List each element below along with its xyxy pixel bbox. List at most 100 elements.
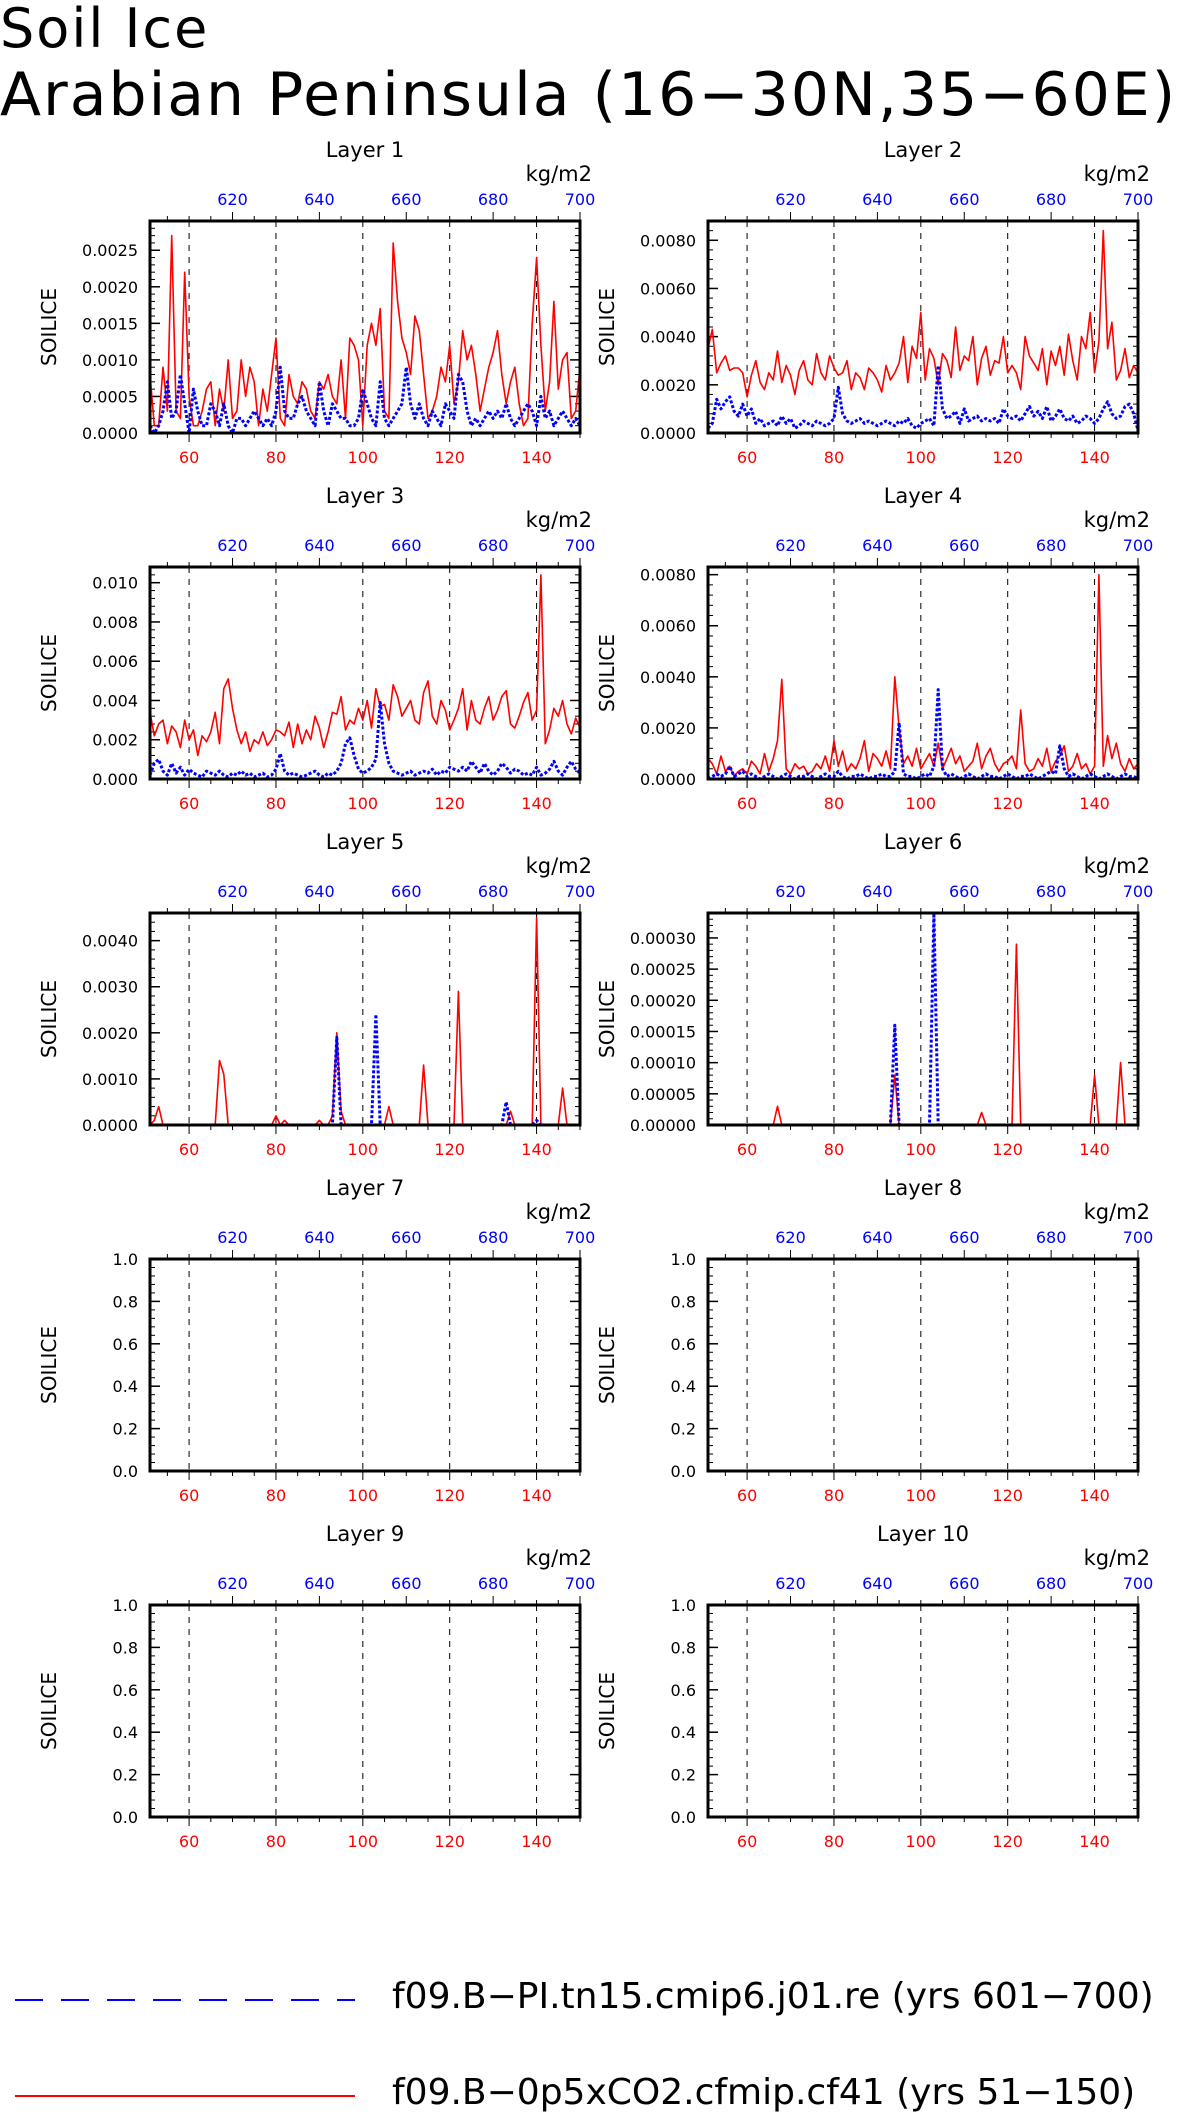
panel-4-frame (706, 565, 1140, 781)
panel-8-x2-tick-label: 620 (775, 1228, 806, 1247)
panel-9-x-tick-label: 60 (179, 1832, 199, 1851)
panel-4-x-tick-label: 80 (824, 794, 844, 813)
panel-8-y-tick-label: 1.0 (671, 1250, 696, 1269)
panel-4-y-tick-label: 0.0040 (640, 668, 696, 687)
panel-3-x2-tick-label: 620 (217, 536, 248, 555)
panel-6-x2-tick-label: 660 (949, 882, 980, 901)
panel-9-x-tick-label: 80 (266, 1832, 286, 1851)
panel-3-series-red-line (150, 574, 580, 757)
panel-1-title: Layer 1 (326, 138, 405, 162)
panel-3-frame (148, 565, 582, 781)
panel-1-x-tick-label: 120 (434, 448, 465, 467)
panel-2-x-tick-label: 80 (824, 448, 844, 467)
panel-2-x-tick-label: 140 (1079, 448, 1110, 467)
panel-8-y-tick-label: 0.8 (671, 1292, 696, 1311)
panel-6-y-tick-label: 0.00015 (630, 1022, 696, 1041)
panel-9-x-tick-label: 140 (521, 1832, 552, 1851)
panel-9-x-tick-label: 120 (434, 1832, 465, 1851)
panel-7-y-tick-label: 1.0 (113, 1250, 138, 1269)
panel-4-x-tick-label: 140 (1079, 794, 1110, 813)
panel-8-units-label: kg/m2 (1084, 1200, 1150, 1224)
panel-2-x2-tick-label: 700 (1123, 190, 1154, 209)
panel-9-x-tick-label: 100 (348, 1832, 379, 1851)
panel-3-y-tick-label: 0.008 (92, 613, 138, 632)
panel-5-y-axis-label: SOILICE (37, 980, 61, 1058)
panel-3-y-tick-label: 0.000 (92, 770, 138, 789)
panel-3-x2-tick-label: 700 (565, 536, 596, 555)
panel-8-x-tick-label: 120 (992, 1486, 1023, 1505)
panel-9-y-axis-label: SOILICE (37, 1672, 61, 1750)
panel-4-y-tick-label: 0.0060 (640, 617, 696, 636)
panel-5-y-tick-label: 0.0040 (82, 932, 138, 951)
panel-2-y-tick-label: 0.0040 (640, 328, 696, 347)
panel-1-frame (148, 219, 582, 435)
panel-9-x2-tick-label: 700 (565, 1574, 596, 1593)
panel-7-x2-tick-label: 680 (478, 1228, 509, 1247)
panel-6-units-label: kg/m2 (1084, 854, 1150, 878)
panel-9-units-label: kg/m2 (526, 1546, 592, 1570)
panel-4-y-axis-label: SOILICE (595, 634, 619, 712)
panel-7-y-tick-label: 0.6 (113, 1335, 138, 1354)
panel-4-x2-tick-label: 640 (862, 536, 893, 555)
panel-6-y-tick-label: 0.00010 (630, 1054, 696, 1073)
panel-1-x2-tick-label: 640 (304, 190, 335, 209)
panel-5-units-label: kg/m2 (526, 854, 592, 878)
panel-8-y-tick-label: 0.6 (671, 1335, 696, 1354)
panel-10-x2-tick-label: 660 (949, 1574, 980, 1593)
panel-10-x2-tick-label: 680 (1036, 1574, 1067, 1593)
panel-2-x-tick-label: 100 (906, 448, 937, 467)
panel-4-x2-tick-label: 660 (949, 536, 980, 555)
panel-1-x2-tick-label: 620 (217, 190, 248, 209)
panel-2-y-tick-label: 0.0020 (640, 376, 696, 395)
panel-6-x-tick-label: 100 (906, 1140, 937, 1159)
panel-6-series-red-line (708, 943, 1138, 1125)
panel-10-units-label: kg/m2 (1084, 1546, 1150, 1570)
panel-5-x-tick-label: 120 (434, 1140, 465, 1159)
panel-4-series-blue-line (708, 688, 1138, 779)
panel-2-series-red-line (708, 229, 1138, 398)
panel-1-y-axis-label: SOILICE (37, 288, 61, 366)
panel-10-x-tick-label: 140 (1079, 1832, 1110, 1851)
legend-label-red: f09.B−0p5xCO2.cfmip.cf41 (yrs 51−150) (392, 2072, 1136, 2113)
panel-5-x-tick-label: 100 (348, 1140, 379, 1159)
panel-4-x2-tick-label: 700 (1123, 536, 1154, 555)
panel-10-x-tick-label: 80 (824, 1832, 844, 1851)
panel-8-y-axis-label: SOILICE (595, 1326, 619, 1404)
panel-9-y-tick-label: 0.2 (113, 1766, 138, 1785)
figure-title: Soil Ice (0, 0, 210, 60)
panel-1-x2-tick-label: 660 (391, 190, 422, 209)
panel-9-x2-tick-label: 640 (304, 1574, 335, 1593)
panel-1-y-tick-label: 0.0000 (82, 424, 138, 443)
panel-4-x2-tick-label: 680 (1036, 536, 1067, 555)
panel-9-x2-tick-label: 680 (478, 1574, 509, 1593)
panel-9-x2-tick-label: 620 (217, 1574, 248, 1593)
panel-8-x2-tick-label: 640 (862, 1228, 893, 1247)
panel-7-x-tick-label: 60 (179, 1486, 199, 1505)
panel-4-y-tick-label: 0.0020 (640, 719, 696, 738)
panel-3-x2-tick-label: 640 (304, 536, 335, 555)
panel-7-title: Layer 7 (326, 1176, 405, 1200)
panel-3-x-tick-label: 80 (266, 794, 286, 813)
panel-3-units-label: kg/m2 (526, 508, 592, 532)
panel-10-y-tick-label: 0.6 (671, 1681, 696, 1700)
panel-1-x2-tick-label: 680 (478, 190, 509, 209)
panel-1-y-tick-label: 0.0015 (82, 314, 138, 333)
panel-5-x2-tick-label: 640 (304, 882, 335, 901)
panel-2-x2-tick-label: 680 (1036, 190, 1067, 209)
panel-4-x-tick-label: 100 (906, 794, 937, 813)
panel-6-x2-tick-label: 680 (1036, 882, 1067, 901)
panel-5-x-tick-label: 80 (266, 1140, 286, 1159)
panel-10-y-tick-label: 0.8 (671, 1638, 696, 1657)
panel-10-x-tick-label: 120 (992, 1832, 1023, 1851)
panel-10-x2-tick-label: 640 (862, 1574, 893, 1593)
panel-5-y-tick-label: 0.0010 (82, 1070, 138, 1089)
panel-3-x-tick-label: 60 (179, 794, 199, 813)
panel-3-x-tick-label: 140 (521, 794, 552, 813)
panel-4-y-tick-label: 0.0080 (640, 566, 696, 585)
panel-6-x-tick-label: 80 (824, 1140, 844, 1159)
chart-panels: Layer 1 kg/m2 SOILICE 0.0000 0.0005 0.0010 0.0… (37, 138, 1154, 1851)
panel-6-frame (706, 911, 1140, 1127)
panel-2-frame (706, 219, 1140, 435)
panel-8-x2-tick-label: 680 (1036, 1228, 1067, 1247)
panel-10-title: Layer 10 (877, 1522, 969, 1546)
